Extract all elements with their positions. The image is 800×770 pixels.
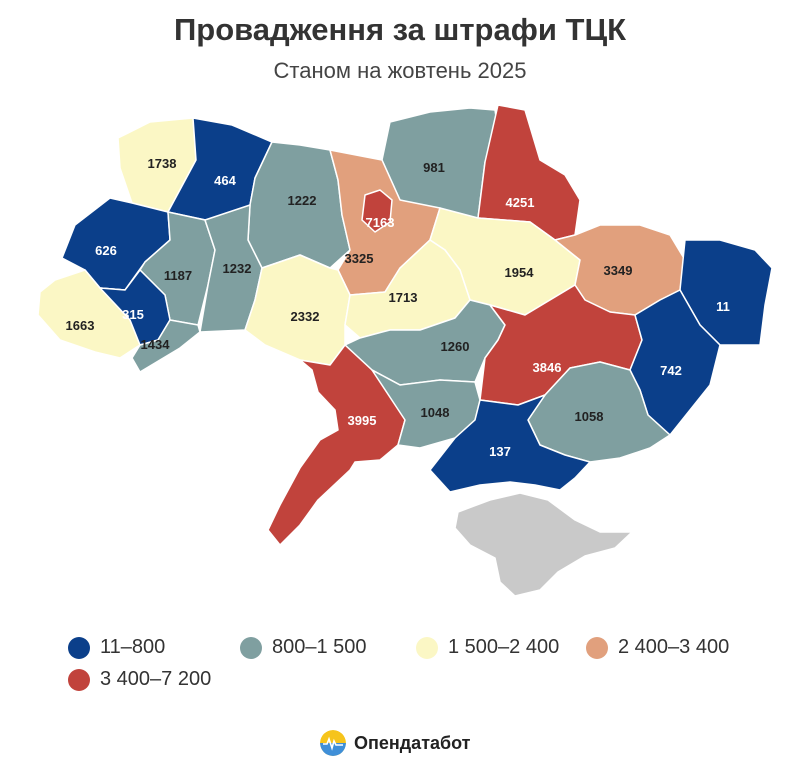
region-value-label: 3349 — [604, 263, 633, 278]
legend-swatch-4 — [586, 636, 608, 659]
region-kherson — [429, 394, 591, 493]
region-value-label: 464 — [214, 173, 236, 188]
legend-label-4: 2 400–3 400 — [618, 636, 730, 658]
region-value-label: 7163 — [366, 215, 395, 230]
region-value-label: 315 — [122, 307, 144, 322]
region-value-label: 137 — [489, 444, 511, 459]
region-value-label: 3846 — [533, 360, 562, 375]
region-value-label: 1954 — [505, 265, 535, 280]
brand-logo: Опендатабот — [320, 730, 471, 756]
region-value-label: 1187 — [164, 268, 192, 283]
region-crimea — [454, 492, 633, 597]
legend-item-3: 1 500–2 400 — [416, 636, 559, 659]
region-value-label: 3995 — [348, 413, 377, 428]
region-value-label: 1663 — [66, 318, 95, 333]
region-value-label: 1434 — [141, 337, 171, 352]
region-value-label: 742 — [660, 363, 682, 378]
region-kyiv-city — [361, 189, 393, 233]
region-value-label: 981 — [423, 160, 445, 175]
region-value-label: 1232 — [223, 261, 252, 276]
legend-item-5: 3 400–7 200 — [68, 668, 211, 691]
region-value-label: 1260 — [441, 339, 470, 354]
region-value-label: 1738 — [148, 156, 177, 171]
region-value-label: 1222 — [288, 193, 317, 208]
legend-swatch-1 — [68, 636, 90, 659]
map-title: Провадження за штрафи ТЦК — [173, 12, 627, 47]
legend-swatch-5 — [68, 668, 90, 691]
region-chernivtsi — [131, 319, 201, 373]
region-value-label: 2332 — [291, 309, 320, 324]
region-value-label: 1048 — [421, 405, 450, 420]
legend-label-5: 3 400–7 200 — [100, 668, 212, 690]
legend-item-2: 800–1 500 — [240, 636, 367, 659]
legend-label-2: 800–1 500 — [272, 636, 367, 658]
region-value-label: 1713 — [389, 290, 418, 305]
legend-swatch-3 — [416, 636, 438, 659]
map-subtitle: Станом на жовтень 2025 — [273, 58, 527, 83]
brand-name: Опендатабот — [354, 732, 471, 753]
region-value-label: 4251 — [506, 195, 535, 210]
legend-swatch-2 — [240, 636, 262, 659]
region-value-label: 3325 — [345, 251, 374, 266]
region-value-label: 626 — [95, 243, 117, 258]
opendatabot-logo-icon — [320, 730, 346, 756]
legend-label-1: 11–800 — [100, 636, 166, 658]
legend-item-1: 11–800 — [68, 636, 165, 659]
legend-label-3: 1 500–2 400 — [448, 636, 560, 658]
region-value-label: 11 — [716, 299, 730, 314]
region-value-label: 1058 — [575, 409, 604, 424]
legend-item-4: 2 400–3 400 — [586, 636, 729, 659]
